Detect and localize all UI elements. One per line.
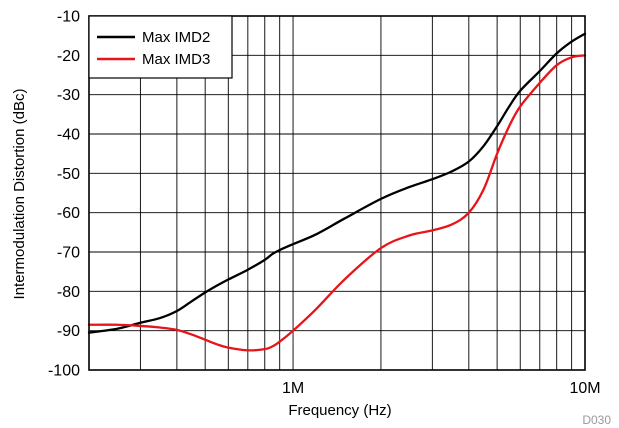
y-tick-label: -90 — [57, 323, 80, 340]
series-lines — [87, 32, 587, 352]
legend-label-max-imd3: Max IMD3 — [142, 51, 210, 68]
y-axis-title: Intermodulation Distortion (dBc) — [11, 89, 28, 300]
figure-id: D030 — [582, 413, 611, 427]
y-tick-label: -30 — [57, 87, 80, 104]
legend: Max IMD2 Max IMD3 — [88, 15, 233, 79]
y-axis-ticks: -10 -20 -30 -40 -50 -60 -70 -80 -90 -100 — [48, 9, 80, 380]
legend-label-max-imd2: Max IMD2 — [142, 29, 210, 46]
y-tick-label: -80 — [57, 284, 80, 301]
y-tick-label: -10 — [57, 9, 80, 26]
series-line-max-imd2 — [87, 32, 587, 334]
plot-frame — [88, 15, 586, 371]
x-axis-ticks: 1M 10M — [282, 380, 601, 397]
x-tick-label: 1M — [282, 380, 304, 397]
y-tick-label: -60 — [57, 205, 80, 222]
y-tick-label: -40 — [57, 127, 80, 144]
y-tick-label: -70 — [57, 245, 80, 262]
y-tick-label: -20 — [57, 48, 80, 65]
y-tick-label: -50 — [57, 166, 80, 183]
x-axis-title: Frequency (Hz) — [288, 402, 391, 419]
legend-box — [88, 15, 233, 79]
y-tick-label: -100 — [48, 363, 80, 380]
x-tick-label: 10M — [569, 380, 600, 397]
series-line-max-imd3 — [87, 54, 587, 352]
